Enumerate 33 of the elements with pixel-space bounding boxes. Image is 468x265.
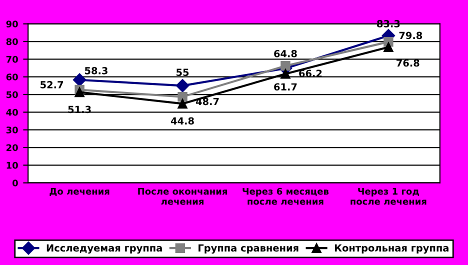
y-tick-label: 70 [6,56,18,63]
y-tick-label: 20 [6,144,18,152]
y-tick-label: 50 [6,91,18,98]
point [178,92,188,102]
legend-label: Группа сравнения [198,244,298,254]
legend-label: Исследуемая группа [46,244,162,254]
x-tick-label: Через 6 месяцев после лечения [242,188,329,205]
y-tick-label: 60 [6,74,18,80]
point [384,42,394,52]
y-tick-label: 0 [12,180,18,186]
data-label: 58.3 [84,66,108,74]
point [74,87,84,98]
data-label: 79.8 [399,32,422,40]
y-tick-label: 40 [6,108,18,116]
y-tick-label: 10 [6,162,18,169]
point [176,79,190,92]
point [178,98,188,109]
data-label: 44.8 [170,117,194,125]
point [72,73,86,86]
legend-label: Контрольная группа [334,244,448,254]
y-tick-label: 90 [6,20,18,28]
point [280,61,290,71]
x-tick-label: Через 1 год после лечения [350,188,426,205]
x-tick-label: До лечения [50,188,110,196]
data-label: 52.7 [40,81,64,88]
data-label: 61.7 [274,83,297,91]
data-label: 64.8 [274,50,297,58]
data-label: 76.8 [396,59,420,67]
y-tick-label: 30 [6,126,18,134]
y-tick-label: 80 [6,38,18,46]
point [280,68,290,79]
data-label: 55 [176,68,189,76]
x-tick-label: После окончания лечения [138,188,227,205]
